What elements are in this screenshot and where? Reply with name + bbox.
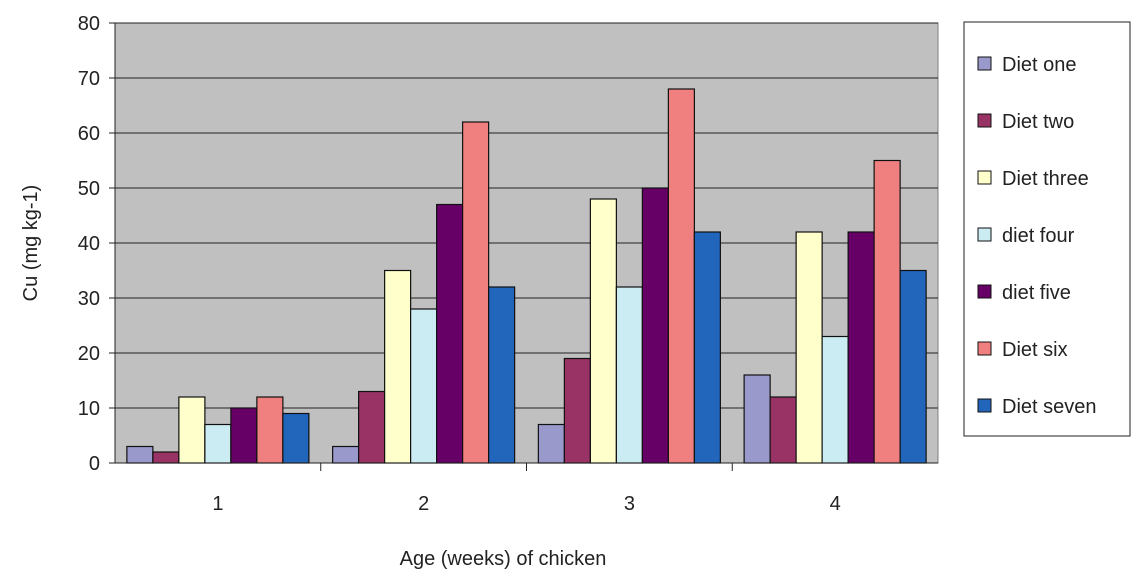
bar (436, 203, 464, 464)
y-tick-label: 80 (78, 13, 100, 35)
bar (282, 412, 310, 464)
legend-label: Diet one (1002, 54, 1077, 76)
bar (743, 374, 771, 464)
y-tick-label: 20 (78, 343, 100, 365)
y-tick-label: 0 (89, 453, 100, 475)
bar (667, 88, 695, 464)
bar (537, 423, 565, 464)
legend-box (963, 21, 1131, 437)
bar (332, 445, 360, 464)
legend: Diet one Diet two Diet three diet four diet … (963, 21, 1131, 437)
legend-label: Diet three (1002, 168, 1089, 190)
bar (204, 423, 232, 464)
y-tick-label: 40 (78, 233, 100, 255)
legend-swatch (977, 56, 992, 71)
x-tick-label: 4 (830, 493, 841, 515)
y-tick-label: 30 (78, 288, 100, 310)
bar (384, 269, 412, 464)
x-tick-label: 2 (418, 493, 429, 515)
x-tick-label: 3 (624, 493, 635, 515)
legend-label: diet four (1002, 225, 1075, 247)
bars (126, 88, 927, 464)
bar (358, 390, 386, 464)
bar (899, 269, 927, 464)
bar (769, 396, 797, 464)
legend-label: Diet two (1002, 111, 1074, 133)
bar (488, 286, 516, 464)
legend-swatch (977, 113, 992, 128)
y-tick-label: 70 (78, 68, 100, 90)
bar (589, 198, 617, 464)
bar (693, 231, 721, 464)
legend-swatch (977, 398, 992, 413)
bar (230, 407, 258, 464)
bar (126, 445, 154, 464)
bar (410, 308, 438, 464)
bar (152, 451, 180, 464)
bar (641, 187, 669, 464)
legend-label: Diet six (1002, 339, 1068, 361)
y-axis-title: Cu (mg kg-1) (20, 185, 42, 302)
axes: 0 10 20 30 40 50 60 70 80 1 2 3 4 (78, 13, 938, 515)
bar (462, 121, 490, 464)
legend-swatch (977, 170, 992, 185)
y-tick-label: 60 (78, 123, 100, 145)
bar (178, 396, 206, 464)
legend-swatch (977, 227, 992, 242)
legend-label: Diet seven (1002, 396, 1097, 418)
x-tick-label: 1 (212, 493, 223, 515)
legend-swatch (977, 284, 992, 299)
legend-swatch (977, 341, 992, 356)
y-tick-label: 10 (78, 398, 100, 420)
bar (847, 231, 875, 464)
bar (563, 357, 591, 464)
bar (795, 231, 823, 464)
bar (615, 286, 643, 464)
bar (821, 335, 849, 464)
legend-label: diet five (1002, 282, 1071, 304)
bar (873, 159, 901, 464)
y-tick-label: 50 (78, 178, 100, 200)
x-axis-title: Age (weeks) of chicken (400, 548, 607, 570)
bar (256, 396, 284, 464)
